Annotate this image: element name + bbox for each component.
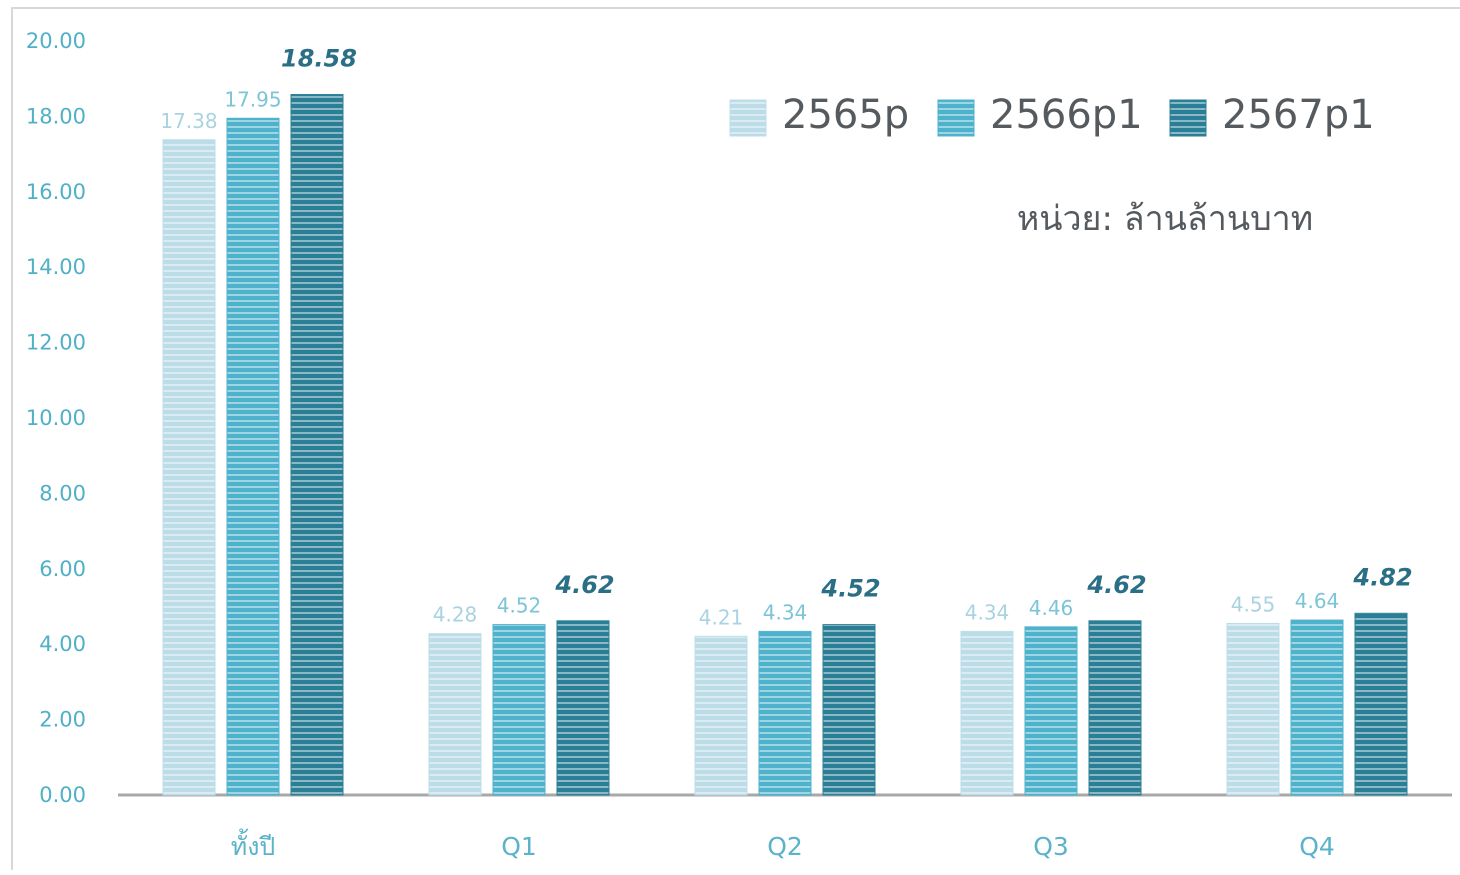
legend-swatch-2567p1: [1169, 99, 1207, 137]
bar-2565p: [428, 633, 482, 796]
data-label: 17.38: [160, 109, 217, 133]
bar-2565p: [694, 635, 748, 796]
bar-2567p1: [556, 620, 610, 796]
data-label: 4.46: [1029, 596, 1074, 620]
bar-2565p: [960, 630, 1014, 796]
data-labels: 17.38 4.28 4.21 4.34 4.55 17.95 4.52 4.34 4.46 4.…: [160, 45, 1412, 630]
bar-2566p1: [226, 117, 280, 796]
bar-2567p1: [822, 624, 876, 796]
bar-2566p1: [758, 630, 812, 796]
bar-2567p1: [1088, 620, 1142, 796]
data-label: 4.52: [497, 594, 542, 618]
plot-frame: [11, 7, 1460, 870]
bar-2567p1: [1354, 612, 1408, 796]
data-label: 4.62: [554, 571, 614, 599]
data-label: 4.64: [1295, 589, 1340, 613]
y-tick-label: 18.00: [26, 104, 86, 128]
legend-label: 2565p: [782, 92, 909, 138]
data-label: 4.82: [1352, 563, 1412, 591]
y-tick-label: 6.00: [39, 557, 86, 581]
data-label: 17.95: [224, 87, 281, 111]
y-tick-label: 8.00: [39, 481, 86, 505]
legend-swatch-2566p1: [937, 99, 975, 137]
y-tick-label: 16.00: [26, 180, 86, 204]
x-tick-labels: ทั้งปี Q1 Q2 Q3 Q4: [231, 828, 1335, 861]
data-label: 4.62: [1086, 571, 1146, 599]
bar-2566p1: [492, 624, 546, 796]
x-tick-label: Q1: [501, 832, 537, 861]
data-label: 4.21: [699, 605, 744, 629]
legend-label: 2567p1: [1222, 92, 1375, 138]
bar-2565p: [1226, 622, 1280, 796]
bar-2565p: [162, 139, 216, 796]
bar-2567p1: [290, 94, 344, 796]
bar-2566p1: [1290, 619, 1344, 796]
legend: 2565p 2566p1 2567p1: [729, 92, 1375, 138]
x-tick-label: Q4: [1299, 832, 1335, 861]
y-tick-label: 4.00: [39, 632, 86, 656]
data-label: 4.52: [820, 575, 880, 603]
data-label: 18.58: [281, 45, 357, 73]
legend-swatch-2565p: [729, 99, 767, 137]
x-tick-label: Q3: [1033, 832, 1069, 861]
data-label: 4.34: [965, 600, 1010, 624]
y-tick-label: 20.00: [26, 29, 86, 53]
data-label: 4.28: [433, 603, 478, 627]
y-tick-label: 10.00: [26, 406, 86, 430]
bar-2566p1: [1024, 626, 1078, 796]
unit-label: หน่วย: ล้านล้านบาท: [1017, 199, 1313, 239]
x-tick-label: ทั้งปี: [231, 828, 276, 861]
bars: [162, 94, 1408, 796]
legend-label: 2566p1: [990, 92, 1143, 138]
y-tick-label: 2.00: [39, 708, 86, 732]
data-label: 4.55: [1231, 592, 1276, 616]
x-tick-label: Q2: [767, 832, 803, 861]
y-tick-label: 0.00: [39, 783, 86, 807]
y-tick-labels: 0.00 2.00 4.00 6.00 8.00 10.00 12.00 14.00 16.00…: [26, 29, 86, 807]
y-tick-label: 12.00: [26, 331, 86, 355]
data-label: 4.34: [763, 600, 808, 624]
y-tick-label: 14.00: [26, 255, 86, 279]
